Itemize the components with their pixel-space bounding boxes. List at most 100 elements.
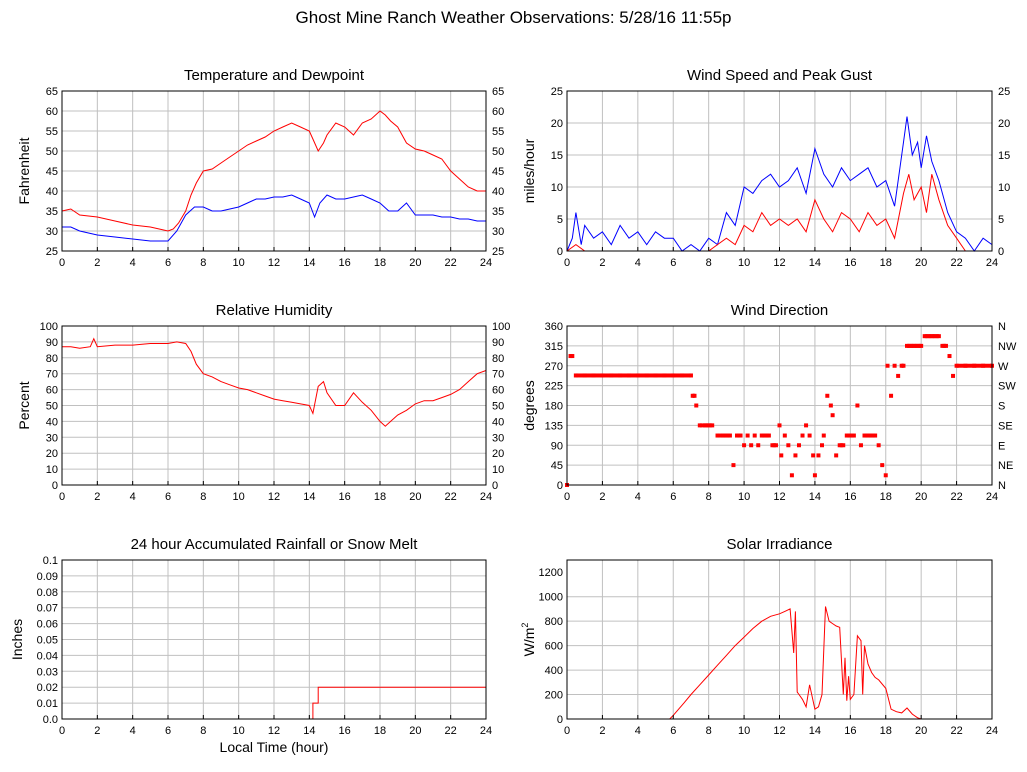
y-tick-label: 40 [46, 186, 58, 198]
x-tick-label: 10 [738, 491, 750, 503]
y-tick-label-right: 40 [492, 186, 504, 198]
y-tick-label: 20 [46, 448, 58, 460]
series-line-0 [61, 110, 486, 232]
y-axis-label: miles/hour [521, 138, 537, 203]
y-tick-label: 0 [557, 714, 563, 726]
y-tick-label-right: 35 [492, 206, 504, 218]
x-tick-label: 14 [303, 491, 315, 503]
x-tick-label: 24 [480, 257, 492, 269]
data-point [889, 393, 894, 398]
data-point [876, 443, 881, 448]
y-tick-label: 0 [557, 246, 563, 258]
x-tick-label: 4 [130, 725, 136, 737]
x-tick-label: 14 [303, 725, 315, 737]
y-tick-label: 70 [46, 369, 58, 381]
x-tick-label: 6 [670, 257, 676, 269]
y-axis-label: degrees [521, 380, 537, 431]
y-tick-label: 180 [545, 401, 563, 413]
y-tick-label-right: 25 [998, 86, 1010, 98]
data-point [786, 443, 791, 448]
y-tick-label: 0.05 [37, 635, 58, 647]
y-tick-label: 200 [545, 690, 563, 702]
x-tick-label: 16 [339, 491, 351, 503]
y-tick-label-right: 0 [998, 246, 1004, 258]
y-tick-label: 10 [46, 464, 58, 476]
data-point [892, 363, 897, 368]
x-tick-label: 16 [844, 257, 856, 269]
y-tick-label: 0.07 [37, 603, 58, 615]
x-tick-label: 2 [599, 725, 605, 737]
chart-title: Wind Speed and Peak Gust [687, 67, 873, 84]
y-tick-label: 30 [46, 226, 58, 238]
x-tick-label: 2 [94, 725, 100, 737]
y-tick-label-right: N [998, 480, 1006, 492]
x-tick-label: 14 [809, 725, 821, 737]
data-point [855, 403, 860, 408]
y-tick-label: 0.08 [37, 587, 58, 599]
data-point [800, 433, 805, 438]
y-tick-label: 30 [46, 432, 58, 444]
x-tick-label: 22 [950, 257, 962, 269]
x-tick-label: 2 [94, 257, 100, 269]
y-tick-label: 0 [52, 480, 58, 492]
page-title: Ghost Mine Ranch Weather Observations: 5… [295, 8, 732, 27]
y-tick-label: 0.06 [37, 619, 58, 631]
x-tick-label: 22 [445, 725, 457, 737]
x-tick-label: 18 [880, 257, 892, 269]
y-tick-label: 60 [46, 385, 58, 397]
data-point [777, 423, 782, 428]
data-point [756, 443, 761, 448]
y-axis-label: W/m2 [520, 623, 537, 657]
series-line-1 [62, 194, 486, 242]
y-tick-label-right: SW [998, 381, 1016, 393]
x-tick-label: 6 [165, 257, 171, 269]
y-tick-label: 0.03 [37, 666, 58, 678]
y-tick-label: 100 [40, 321, 58, 333]
x-tick-label: 20 [409, 725, 421, 737]
y-tick-label-right: 25 [492, 246, 504, 258]
y-tick-label: 0.0 [43, 714, 58, 726]
series-line-0 [62, 337, 487, 427]
y-tick-label: 800 [545, 616, 563, 628]
y-axis-label: Percent [16, 381, 32, 429]
data-point [742, 443, 747, 448]
x-tick-label: 24 [986, 257, 998, 269]
y-tick-label-right: 0 [492, 480, 498, 492]
chart-title: Wind Direction [731, 302, 829, 319]
y-tick-label: 225 [545, 381, 563, 393]
y-tick-label: 35 [46, 206, 58, 218]
data-point [816, 453, 821, 458]
y-tick-label-right: 40 [492, 416, 504, 428]
data-point [820, 443, 824, 448]
chart-title: Solar Irradiance [727, 536, 833, 553]
y-tick-label-right: 100 [492, 321, 510, 333]
y-tick-label: 40 [46, 416, 58, 428]
y-tick-label-right: 5 [998, 214, 1004, 226]
series-line-0 [567, 606, 992, 720]
y-tick-label-right: 70 [492, 369, 504, 381]
x-tick-label: 8 [706, 725, 712, 737]
y-tick-label-right: 30 [492, 432, 504, 444]
y-tick-label: 360 [545, 321, 563, 333]
data-point [830, 413, 835, 418]
x-tick-label: 22 [950, 491, 962, 503]
x-tick-label: 8 [200, 491, 206, 503]
y-tick-label-right: N [998, 321, 1006, 333]
data-point [951, 373, 956, 378]
x-tick-label: 20 [915, 725, 927, 737]
y-tick-label: 400 [545, 665, 563, 677]
y-tick-label-right: 60 [492, 385, 504, 397]
x-tick-label: 0 [564, 491, 570, 503]
y-tick-label: 65 [46, 86, 58, 98]
y-tick-label: 25 [551, 86, 563, 98]
x-tick-label: 10 [738, 257, 750, 269]
x-tick-label: 4 [635, 257, 641, 269]
y-tick-label: 0.09 [37, 571, 58, 583]
y-tick-label: 50 [46, 401, 58, 413]
y-tick-label-right: SE [998, 420, 1013, 432]
